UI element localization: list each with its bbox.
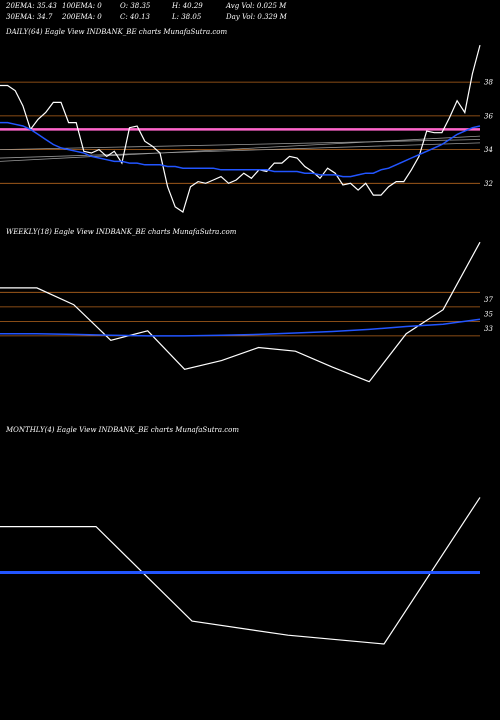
high-readout: H: 40.29 xyxy=(172,2,203,10)
weekly-price-line xyxy=(0,241,481,383)
ema200-readout: 200EMA: 0 xyxy=(62,13,102,21)
weekly-y-tick-label: 37 xyxy=(484,296,493,304)
monthly-chart-title: MONTHLY(4) Eagle View INDBANK_BE charts … xyxy=(6,426,240,434)
low-readout: L: 38.05 xyxy=(172,13,202,21)
daily-chart-title: DAILY(64) Eagle View INDBANK_BE charts M… xyxy=(6,28,228,36)
daily-y-tick-label: 38 xyxy=(484,79,493,87)
daily-grey-line-2 xyxy=(0,139,481,151)
ema100-readout: 100EMA: 0 xyxy=(62,2,102,10)
daily-y-tick-label: 32 xyxy=(484,180,493,188)
open-readout: O: 38.35 xyxy=(120,2,151,10)
ema20-readout: 20EMA: 35.43 xyxy=(6,2,57,10)
daily-ema-line xyxy=(0,121,481,178)
ema30-readout: 30EMA: 34.7 xyxy=(6,13,53,21)
day-vol-readout: Day Vol: 0.329 M xyxy=(226,13,287,21)
daily-grey-line-1 xyxy=(0,135,481,162)
daily-price-line xyxy=(0,44,481,213)
weekly-ema-line xyxy=(0,318,481,337)
close-readout: C: 40.13 xyxy=(120,13,150,21)
daily-grey-line-0 xyxy=(0,142,481,159)
daily-y-tick-label: 34 xyxy=(484,146,493,154)
weekly-y-tick-label: 33 xyxy=(484,325,493,333)
weekly-y-tick-label: 35 xyxy=(484,311,493,319)
daily-y-tick-label: 36 xyxy=(484,112,493,120)
weekly-chart-title: WEEKLY(18) Eagle View INDBANK_BE charts … xyxy=(6,228,237,236)
monthly-price-line xyxy=(0,497,481,645)
avg-vol-readout: Avg Vol: 0.025 M xyxy=(226,2,287,10)
